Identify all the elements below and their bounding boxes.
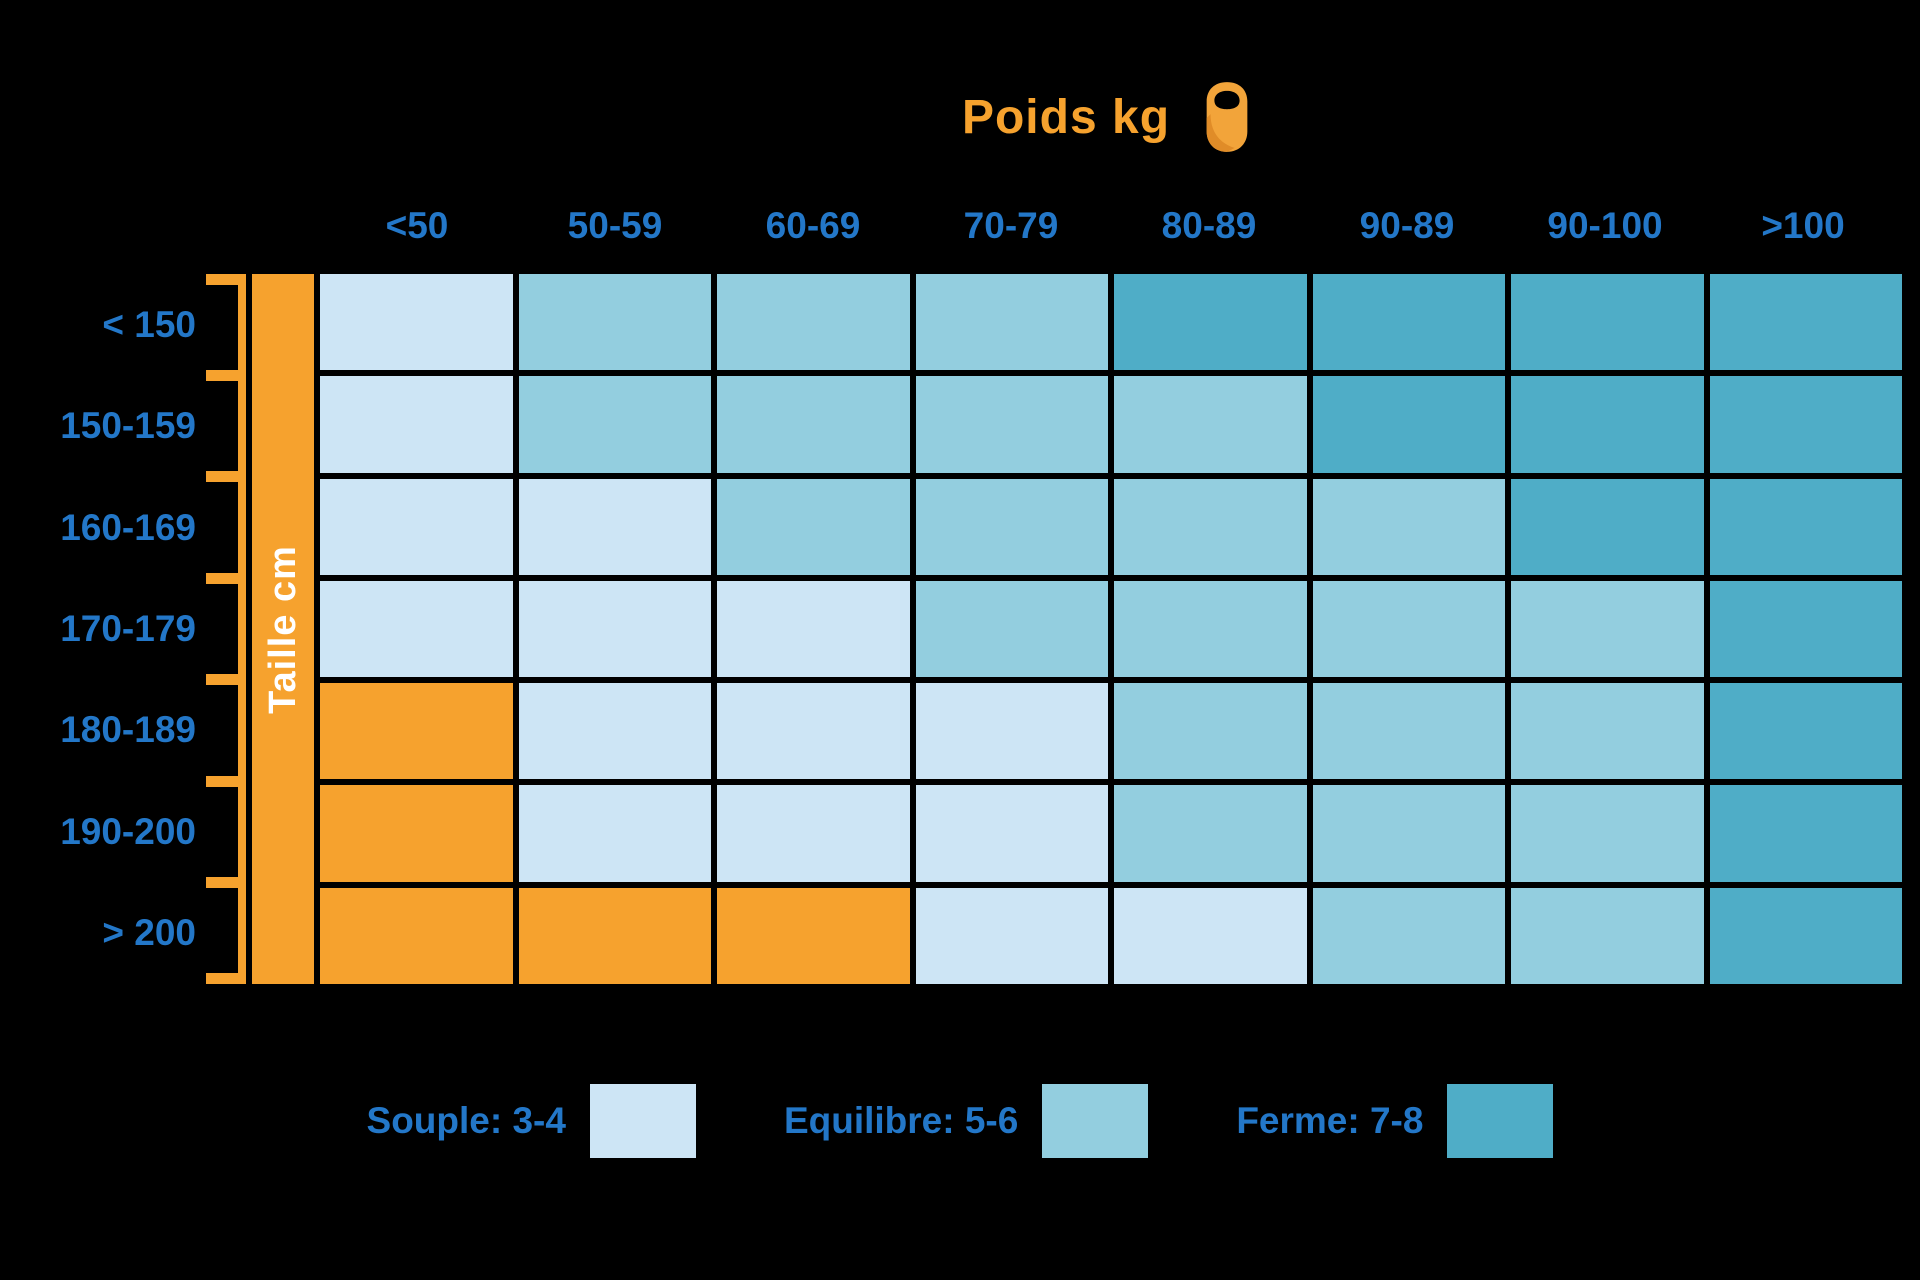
grid-cell-r1-c5 bbox=[1312, 376, 1505, 473]
kettlebell-icon bbox=[1206, 82, 1248, 152]
grid-cell-r0-c0 bbox=[320, 274, 513, 371]
axis-tick-7 bbox=[206, 973, 246, 984]
legend-label-souple: Souple: 3-4 bbox=[366, 1100, 566, 1141]
legend: Souple: 3-4 Equilibre: 5-6 Ferme: 7-8 bbox=[0, 1082, 1920, 1160]
grid-cell-r2-c4 bbox=[1114, 478, 1307, 575]
grid-cell-r4-c4 bbox=[1114, 683, 1307, 780]
grid-cell-r6-c5 bbox=[1312, 887, 1505, 984]
axis-tick-2 bbox=[206, 471, 246, 482]
grid-cell-r2-c3 bbox=[915, 478, 1108, 575]
axis-tick-4 bbox=[206, 674, 246, 685]
legend-label-ferme: Ferme: 7-8 bbox=[1236, 1100, 1424, 1141]
grid-cell-r0-c7 bbox=[1709, 274, 1902, 371]
grid-cell-r1-c4 bbox=[1114, 376, 1307, 473]
grid-cell-r4-c2 bbox=[717, 683, 910, 780]
grid-cell-r3-c6 bbox=[1511, 580, 1704, 678]
grid-cell-r0-c2 bbox=[717, 274, 910, 371]
legend-item-ferme: Ferme: 7-8 bbox=[1236, 1084, 1554, 1158]
grid-cell-r2-c5 bbox=[1312, 478, 1505, 575]
legend-label-equilibre: Equilibre: 5-6 bbox=[783, 1100, 1019, 1141]
grid-cell-r4-c7 bbox=[1709, 683, 1902, 780]
y-axis-label-3: 170-179 bbox=[60, 607, 196, 649]
x-axis-labels: <50 50-59 60-69 70-79 80-89 90-89 90-100 >100 bbox=[318, 200, 1902, 252]
axis-tick-6 bbox=[206, 877, 246, 888]
grid-cell-r6-c2 bbox=[717, 887, 910, 984]
grid-cell-r2-c2 bbox=[717, 478, 910, 575]
x-axis-label-1: 50-59 bbox=[567, 205, 663, 246]
grid-cell-r4-c6 bbox=[1511, 683, 1704, 780]
grid-cell-r3-c3 bbox=[915, 580, 1108, 678]
legend-swatch-souple bbox=[589, 1084, 696, 1158]
grid-cell-r4-c1 bbox=[518, 683, 711, 780]
x-axis-label-2: 60-69 bbox=[765, 205, 861, 246]
grid-cell-r5-c4 bbox=[1114, 785, 1307, 882]
y-axis-label-5: 190-200 bbox=[60, 810, 196, 852]
grid-cell-r6-c3 bbox=[915, 887, 1108, 984]
y-axis-label-4: 180-189 bbox=[60, 709, 196, 751]
grid-cell-r1-c6 bbox=[1511, 376, 1704, 473]
grid-cell-r3-c7 bbox=[1709, 580, 1902, 678]
x-axis-label-0: <50 bbox=[385, 205, 449, 246]
axis-tick-5 bbox=[206, 776, 246, 787]
grid-cell-r3-c2 bbox=[717, 580, 910, 678]
grid-cell-r0-c5 bbox=[1312, 274, 1505, 371]
y-axis-labels: < 150 150-159 160-169 170-179 180-189 190-200… bbox=[0, 274, 196, 984]
grid-cell-r4-c0 bbox=[320, 683, 513, 780]
grid-cell-r3-c1 bbox=[518, 580, 711, 678]
grid-cell-r3-c0 bbox=[320, 580, 513, 678]
y-axis-label-6: > 200 bbox=[102, 912, 196, 954]
y-axis-title-band: Taille cm bbox=[252, 274, 314, 984]
x-axis-label-4: 80-89 bbox=[1161, 205, 1257, 246]
grid-cell-r6-c6 bbox=[1511, 887, 1704, 984]
grid-cell-r5-c7 bbox=[1709, 785, 1902, 882]
grid-cell-r2-c1 bbox=[518, 478, 711, 575]
grid-cell-r0-c3 bbox=[915, 274, 1108, 371]
y-axis-line bbox=[206, 274, 246, 984]
chart-title-row: Poids kg bbox=[318, 78, 1902, 156]
grid-cell-r1-c3 bbox=[915, 376, 1108, 473]
chart-title: Poids kg bbox=[961, 90, 1171, 144]
y-axis-label-1: 150-159 bbox=[60, 405, 196, 447]
grid-cell-r1-c0 bbox=[320, 376, 513, 473]
legend-swatch-ferme bbox=[1447, 1084, 1554, 1158]
x-axis-label-5: 90-89 bbox=[1359, 205, 1455, 246]
legend-swatch-equilibre bbox=[1042, 1084, 1149, 1158]
grid-cell-r4-c3 bbox=[915, 683, 1108, 780]
grid-cell-r0-c6 bbox=[1511, 274, 1704, 371]
grid-cell-r0-c4 bbox=[1114, 274, 1307, 371]
grid-cell-r5-c5 bbox=[1312, 785, 1505, 882]
y-axis-label-2: 160-169 bbox=[60, 506, 196, 548]
grid-cell-r3-c4 bbox=[1114, 580, 1307, 678]
heatmap-grid bbox=[320, 274, 1902, 984]
grid-cell-r6-c0 bbox=[320, 887, 513, 984]
grid-cell-r2-c6 bbox=[1511, 478, 1704, 575]
grid-cell-r2-c7 bbox=[1709, 478, 1902, 575]
grid-cell-r5-c6 bbox=[1511, 785, 1704, 882]
axis-tick-3 bbox=[206, 573, 246, 584]
axis-tick-0 bbox=[206, 274, 246, 285]
grid-cell-r2-c0 bbox=[320, 478, 513, 575]
grid-cell-r0-c1 bbox=[518, 274, 711, 371]
grid-cell-r5-c0 bbox=[320, 785, 513, 882]
grid-cell-r5-c1 bbox=[518, 785, 711, 882]
axis-tick-1 bbox=[206, 370, 246, 381]
grid-cell-r4-c5 bbox=[1312, 683, 1505, 780]
grid-cell-r6-c7 bbox=[1709, 887, 1902, 984]
grid-cell-r3-c5 bbox=[1312, 580, 1505, 678]
grid-cell-r5-c2 bbox=[717, 785, 910, 882]
grid-cell-r1-c2 bbox=[717, 376, 910, 473]
x-axis-label-7: >100 bbox=[1761, 205, 1845, 246]
grid-cell-r1-c7 bbox=[1709, 376, 1902, 473]
y-axis-label-0: < 150 bbox=[102, 303, 196, 345]
grid-cell-r1-c1 bbox=[518, 376, 711, 473]
x-axis-label-3: 70-79 bbox=[963, 205, 1059, 246]
y-axis-title: Taille cm bbox=[261, 544, 304, 714]
grid-cell-r6-c1 bbox=[518, 887, 711, 984]
grid-cell-r6-c4 bbox=[1114, 887, 1307, 984]
legend-item-equilibre: Equilibre: 5-6 bbox=[783, 1084, 1149, 1158]
grid-cell-r5-c3 bbox=[915, 785, 1108, 882]
x-axis-label-6: 90-100 bbox=[1547, 205, 1663, 246]
legend-item-souple: Souple: 3-4 bbox=[367, 1084, 696, 1158]
